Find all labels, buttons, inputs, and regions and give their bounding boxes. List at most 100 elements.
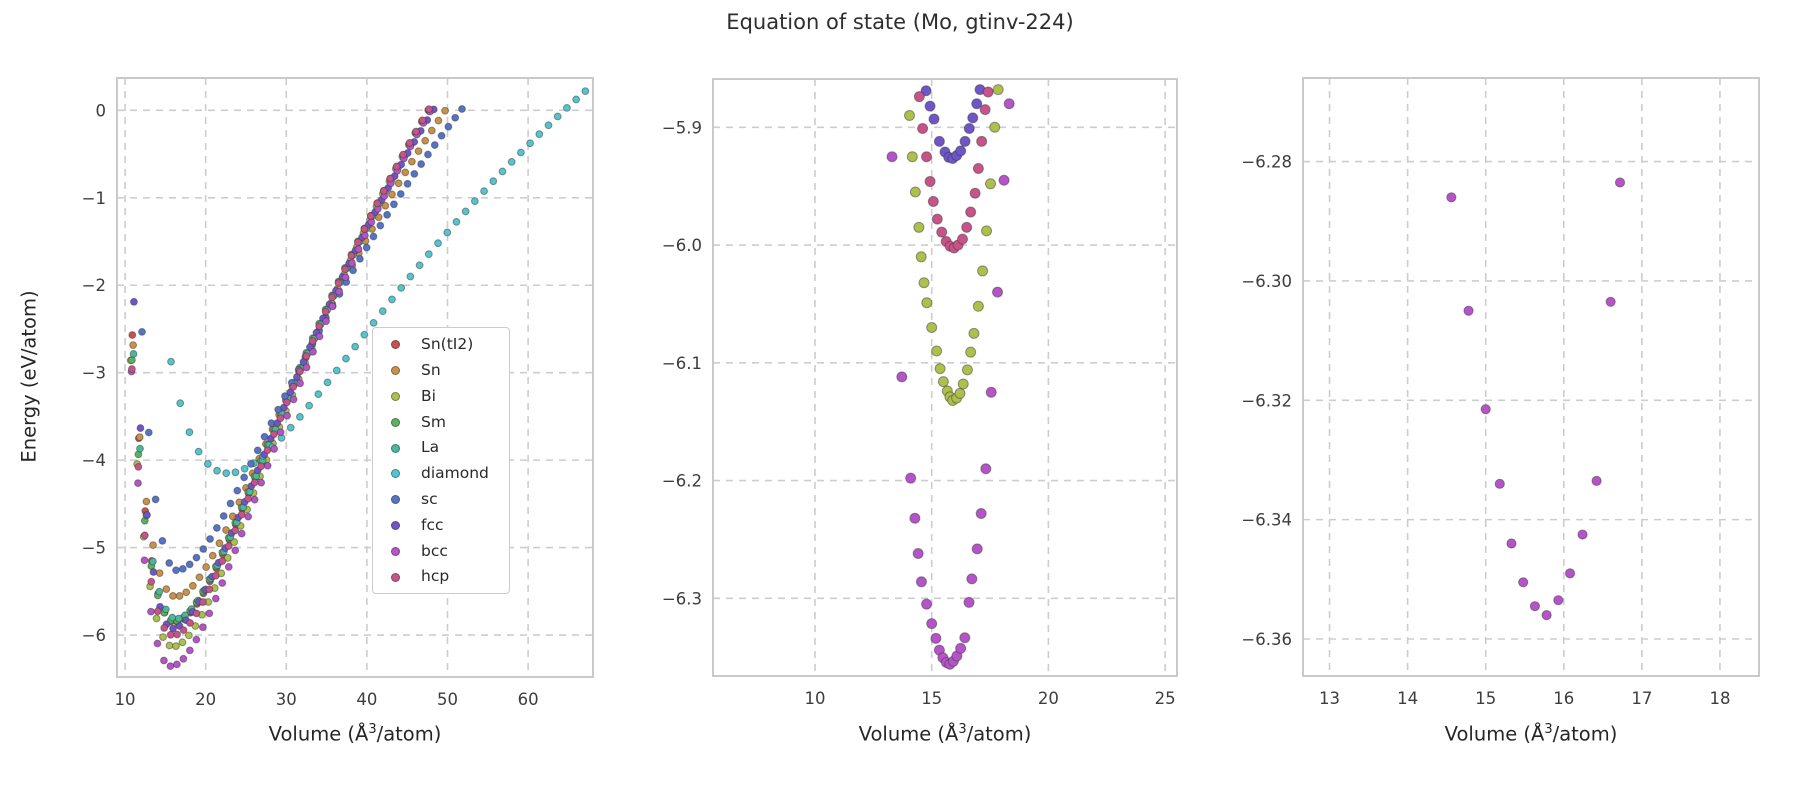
x-tick-label: 10 (115, 690, 136, 709)
x-tick-label: 10 (804, 689, 825, 708)
bcc-data-point (966, 573, 978, 585)
sc-data-point (206, 535, 214, 543)
legend-label: Sn (421, 360, 441, 379)
sc-data-point (390, 200, 398, 209)
sc-data-point (458, 105, 466, 113)
hcp-data-point (373, 199, 382, 208)
bcc-data-point (348, 259, 356, 267)
Bi-data-point (918, 277, 930, 289)
y-tick-label: −6.3 (662, 589, 702, 608)
bcc-data-point (912, 548, 924, 560)
x-tick-label: 18 (1709, 689, 1730, 708)
hcp-data-point (302, 352, 311, 360)
Sn-data-point (169, 592, 177, 600)
legend-marker-icon (391, 417, 400, 427)
bcc-data-point (971, 543, 983, 555)
bcc-data-point (322, 317, 330, 326)
Sn-data-point (427, 126, 436, 135)
La-data-point (136, 444, 144, 453)
sc-data-point (144, 428, 153, 437)
sc-data-point (444, 122, 453, 131)
legend-item-La: La (373, 435, 509, 461)
y-tick-label: −6.1 (662, 354, 702, 373)
bcc-data-point (341, 273, 350, 282)
diamond-data-point (314, 390, 323, 399)
bcc-data-point (250, 495, 259, 504)
y-tick-label: −6.28 (1241, 153, 1292, 172)
hcp-data-point (179, 626, 188, 635)
sc-data-point (424, 150, 432, 159)
hcp-data-point (270, 430, 278, 439)
hcp-data-point (128, 365, 136, 373)
hcp-data-point (237, 510, 246, 519)
bcc-data-point (980, 463, 992, 475)
diamond-data-point (544, 121, 553, 130)
La-data-point (174, 614, 183, 623)
fcc-data-point (971, 98, 983, 110)
hcp-data-point (399, 150, 408, 159)
Bi-data-point (961, 364, 973, 376)
bcc-data-point (309, 347, 317, 356)
diamond-data-point (572, 95, 581, 104)
sc-data-point (212, 524, 221, 532)
bcc-data-point (354, 245, 363, 254)
bcc-data-point (192, 635, 201, 644)
y-tick-label: −3 (82, 364, 106, 383)
fcc-data-point (928, 113, 940, 125)
x-axis-label-suffix: /atom) (966, 722, 1032, 746)
diamond-data-point (406, 272, 415, 281)
hcp-data-point (231, 526, 240, 535)
hcp-data-point (386, 174, 395, 183)
sc-data-point (355, 254, 364, 263)
sc-data-point (151, 495, 160, 504)
sc-data-point (233, 486, 242, 495)
Bi-data-point (965, 346, 977, 358)
hcp-data-point (308, 337, 317, 345)
legend-label: Sm (421, 412, 446, 431)
data-points-layer (886, 84, 1015, 670)
plot-spine (712, 78, 1178, 677)
sc-data-point (172, 566, 180, 575)
fcc-data-point (130, 297, 138, 306)
sc-data-point (138, 327, 146, 336)
legend-label: diamond (421, 464, 489, 483)
hcp-data-point (418, 116, 427, 125)
sc-data-point (199, 545, 208, 553)
diamond-data-point (378, 307, 387, 315)
legend-marker-icon (391, 366, 400, 376)
legend-item-Sn(tI2): Sn(tI2) (373, 332, 509, 358)
diamond-data-point (480, 187, 488, 195)
fcc-data-point (967, 112, 979, 124)
x-axis-label-text: Volume (Å (268, 722, 369, 746)
bcc-data-point (921, 598, 933, 610)
bcc-data-point (335, 287, 343, 296)
bcc-data-point (1518, 577, 1529, 588)
hcp-data-point (166, 630, 175, 639)
Bi-data-point (904, 110, 916, 122)
figure-title: Equation of state (Mo, gtinv-224) (726, 10, 1074, 34)
La-data-point (155, 587, 164, 596)
sc-data-point (185, 560, 194, 569)
y-tick-label: −1 (82, 189, 106, 208)
diamond-data-point (461, 207, 470, 216)
bcc-data-point (1541, 610, 1552, 621)
legend-item-bcc: bcc (373, 538, 509, 564)
diamond-data-point (176, 399, 185, 408)
hcp-data-point (205, 585, 214, 594)
y-tick-label: −2 (82, 276, 106, 295)
bcc-data-point (915, 576, 927, 588)
sc-data-point (430, 141, 439, 149)
sc-data-point (369, 232, 378, 241)
plot-spine (1302, 77, 1760, 677)
bcc-data-point (1494, 478, 1505, 489)
hcp-data-point (295, 367, 304, 376)
bcc-data-point (172, 660, 181, 669)
bcc-data-point (886, 151, 898, 163)
bcc-data-point (147, 607, 155, 616)
hcp-data-point (276, 414, 285, 423)
bcc-data-point (1463, 305, 1474, 316)
sc-data-point (219, 512, 228, 520)
hcp-data-point (961, 221, 973, 233)
y-tick-label: −5 (82, 539, 106, 558)
